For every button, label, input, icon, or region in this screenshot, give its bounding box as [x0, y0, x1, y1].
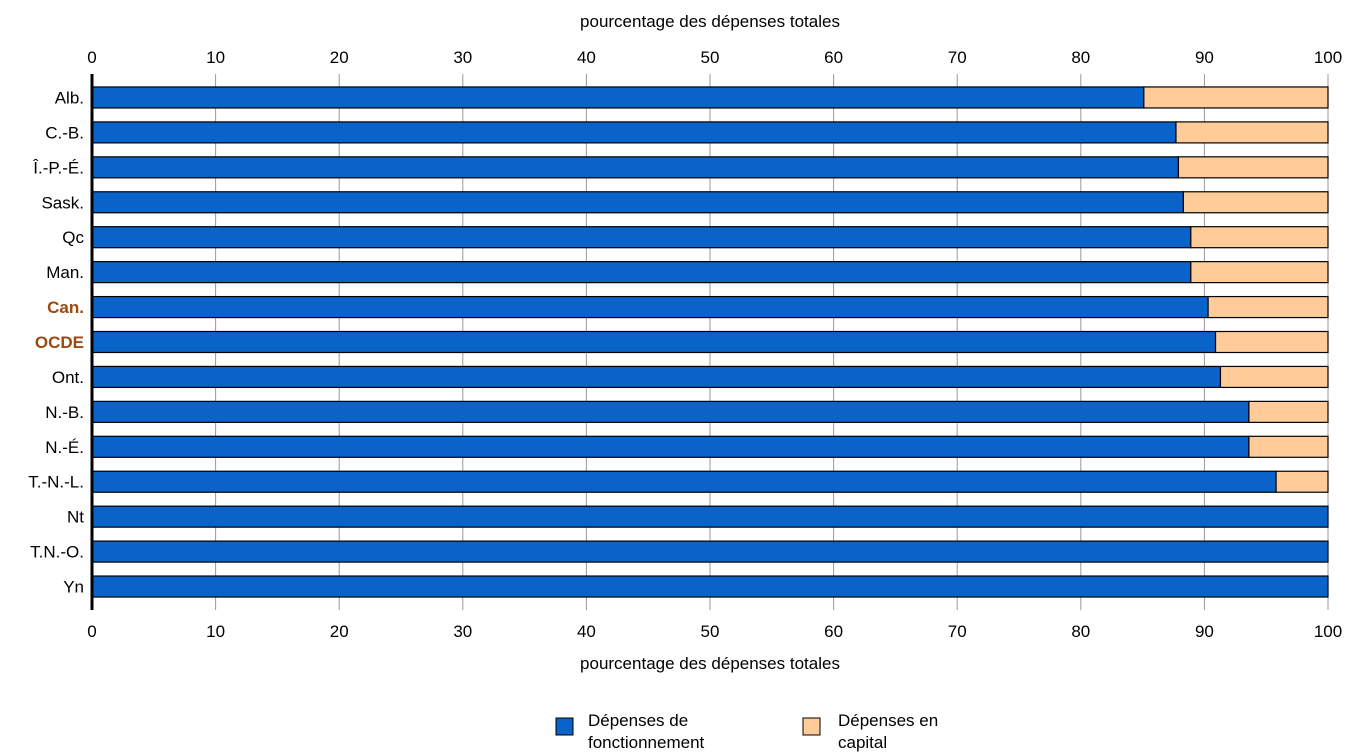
x-tick-label-top: 30	[453, 48, 472, 67]
category-label: Ont.	[52, 368, 84, 387]
bar-segment-capital	[1190, 261, 1329, 284]
bar-segment-capital	[1214, 330, 1329, 354]
bar-segment-operating	[91, 261, 1192, 284]
bar-segment-operating	[91, 540, 1329, 563]
x-tick-label-bottom: 0	[87, 622, 96, 641]
x-tick-label-top: 0	[87, 48, 96, 67]
x-axis-title-top: pourcentage des dépenses totales	[580, 12, 840, 31]
bar-segment-operating	[91, 575, 1329, 598]
x-tick-label-bottom: 30	[453, 622, 472, 641]
x-tick-label-top: 10	[206, 48, 225, 67]
bar-segment-capital	[1175, 121, 1329, 144]
bar-segment-capital	[1143, 86, 1329, 109]
category-label: Qc	[62, 228, 84, 247]
bar-segment-operating	[91, 86, 1145, 109]
x-tick-label-top: 80	[1071, 48, 1090, 67]
x-tick-label-top: 40	[577, 48, 596, 67]
x-tick-label-top: 60	[824, 48, 843, 67]
category-label: C.-B.	[45, 123, 84, 142]
bar-segment-capital	[1182, 191, 1329, 214]
bar-segment-operating	[91, 226, 1192, 249]
x-tick-label-top: 100	[1314, 48, 1342, 67]
legend-label-operating-line2: fonctionnement	[588, 733, 705, 752]
legend-swatch-capital	[802, 717, 821, 736]
bar-segment-operating	[91, 330, 1217, 354]
bar-segment-operating	[91, 435, 1250, 458]
bar-segment-operating	[91, 191, 1184, 214]
bar-segment-operating	[91, 400, 1250, 423]
bar-segment-operating	[91, 121, 1177, 144]
bar-segment-capital	[1219, 365, 1329, 389]
legend-label-capital-line2: capital	[838, 733, 887, 752]
x-axis-title-bottom: pourcentage des dépenses totales	[580, 654, 840, 673]
category-label: Alb.	[55, 88, 84, 107]
legend: Dépenses de fonctionnement Dépenses en c…	[555, 711, 938, 752]
x-tick-label-bottom: 40	[577, 622, 596, 641]
category-label: Nt	[67, 508, 84, 527]
category-label: OCDE	[35, 333, 84, 352]
bar-segment-capital	[1207, 295, 1329, 319]
category-label: Yn	[63, 578, 84, 597]
bar-segment-capital	[1248, 400, 1329, 423]
bar-segment-capital	[1190, 226, 1329, 249]
bar-segment-capital	[1177, 156, 1329, 179]
category-label: N.-B.	[45, 403, 84, 422]
x-tick-label-bottom: 50	[701, 622, 720, 641]
x-tick-label-bottom: 20	[330, 622, 349, 641]
category-label: Sask.	[41, 193, 84, 212]
bar-segment-operating	[91, 156, 1180, 179]
x-tick-label-bottom: 70	[948, 622, 967, 641]
bar-segment-capital	[1248, 435, 1329, 458]
bar-segment-operating	[91, 470, 1277, 493]
category-label: Î.-P.-É.	[32, 158, 84, 177]
x-tick-label-top: 70	[948, 48, 967, 67]
x-tick-label-top: 50	[701, 48, 720, 67]
labels: pourcentage des dépenses totales pourcen…	[28, 12, 1342, 673]
category-label: Man.	[46, 263, 84, 282]
x-tick-label-bottom: 90	[1195, 622, 1214, 641]
legend-swatch-operating	[555, 717, 574, 736]
x-tick-label-bottom: 60	[824, 622, 843, 641]
bar-segment-operating	[91, 365, 1222, 389]
category-label: T.N.-O.	[30, 543, 84, 562]
bars	[91, 86, 1329, 598]
x-tick-label-bottom: 80	[1071, 622, 1090, 641]
legend-label-operating-line1: Dépenses de	[588, 711, 688, 730]
category-label: T.-N.-L.	[28, 473, 84, 492]
x-tick-label-bottom: 100	[1314, 622, 1342, 641]
x-tick-label-top: 90	[1195, 48, 1214, 67]
category-label: N.-É.	[45, 438, 84, 457]
bar-segment-operating	[91, 505, 1329, 528]
legend-label-capital-line1: Dépenses en	[838, 711, 938, 730]
bar-segment-capital	[1275, 470, 1329, 493]
category-label: Can.	[47, 298, 84, 317]
x-tick-label-bottom: 10	[206, 622, 225, 641]
bar-segment-operating	[91, 295, 1209, 319]
x-tick-label-top: 20	[330, 48, 349, 67]
